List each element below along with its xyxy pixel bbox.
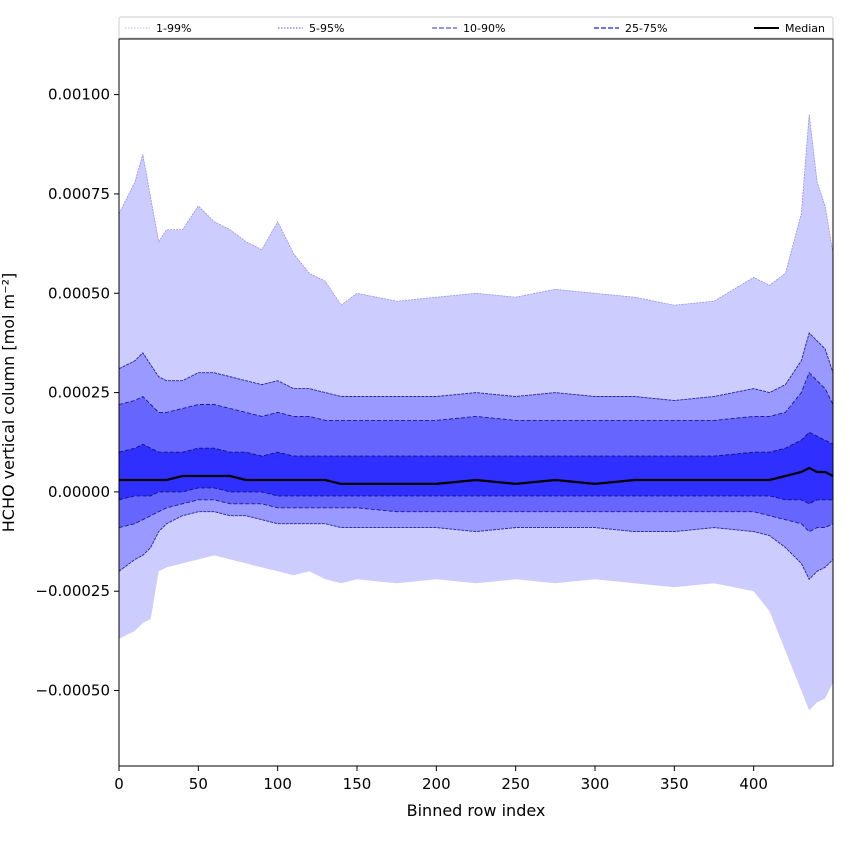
x-tick-label: 100 <box>263 775 292 793</box>
plot-frame <box>118 38 834 767</box>
median-line-layer <box>119 466 834 486</box>
median-line <box>119 466 834 486</box>
band-10-90-upper-edge <box>118 371 834 421</box>
legend-label-5-95: 5-95% <box>309 22 344 35</box>
y-tick-label: 0.00000 <box>48 483 110 501</box>
x-tick-label: 400 <box>739 775 768 793</box>
x-tick-label: 200 <box>422 775 451 793</box>
x-tick-label: 0 <box>114 775 124 793</box>
legend-label-25-75: 25-75% <box>625 22 667 35</box>
legend-label-1-99: 1-99% <box>156 22 191 35</box>
x-tick-label: 350 <box>660 775 689 793</box>
percentile-bands <box>119 114 833 711</box>
y-axis-label: HCHO vertical column [mol m⁻²] <box>0 273 18 532</box>
x-tick-label: 150 <box>343 775 372 793</box>
legend: 1-99% 5-95% 10-90% 25-75% Median <box>118 16 834 39</box>
band-10-90-lower-edge <box>118 499 834 533</box>
x-tick-label: 250 <box>501 775 530 793</box>
band-25-75 <box>119 432 833 504</box>
band-5-95-upper-edge <box>118 332 834 401</box>
x-tick-label: 300 <box>581 775 610 793</box>
x-axis-label: Binned row index <box>407 801 546 820</box>
band-edge-lines <box>118 114 834 581</box>
x-axis-ticks: 0 50 100 150 200 250 300 350 400 <box>114 766 768 793</box>
band-25-75-lower-edge <box>118 487 833 505</box>
legend-box <box>118 16 834 39</box>
y-tick-label: −0.00050 <box>35 682 110 700</box>
legend-label-10-90: 10-90% <box>463 22 505 35</box>
band-1-99-upper-edge <box>118 114 834 306</box>
y-axis-ticks: −0.00050 −0.00025 0.00000 0.00025 0.00050 0.0… <box>35 86 119 700</box>
band-5-95-lower-edge <box>118 511 834 581</box>
y-tick-label: 0.00050 <box>48 284 110 302</box>
x-tick-label: 50 <box>189 775 208 793</box>
y-tick-label: 0.00025 <box>48 384 110 402</box>
y-tick-label: −0.00025 <box>35 582 110 600</box>
y-tick-label: 0.00100 <box>48 86 110 104</box>
band-25-75-upper-edge <box>118 431 834 457</box>
y-tick-label: 0.00075 <box>48 185 110 203</box>
legend-label-median: Median <box>785 22 825 35</box>
